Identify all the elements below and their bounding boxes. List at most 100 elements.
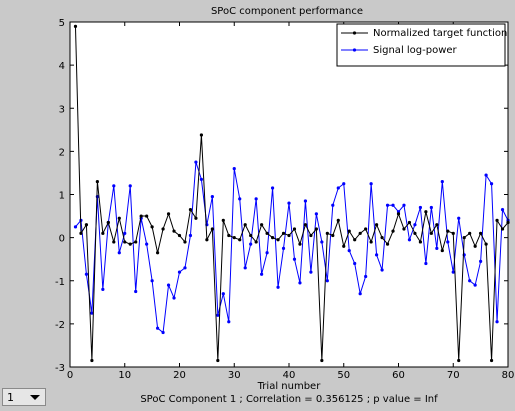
data-point (435, 223, 439, 227)
data-point (216, 313, 220, 317)
data-point (84, 223, 89, 227)
data-point (177, 270, 182, 274)
data-point (347, 229, 351, 233)
data-point (435, 246, 439, 251)
y-tick-label: 0 (59, 234, 65, 245)
plot-area (70, 22, 508, 367)
data-point (446, 229, 450, 233)
data-point (375, 253, 379, 257)
data-point (249, 242, 253, 246)
data-point (177, 233, 182, 238)
data-point (128, 184, 132, 188)
legend-marker-power (352, 48, 357, 52)
data-point (281, 231, 286, 235)
data-point (424, 210, 428, 214)
data-point (429, 231, 433, 235)
data-point (314, 212, 318, 216)
data-point (73, 225, 78, 229)
y-tick-label: 5 (59, 18, 65, 29)
data-point (238, 238, 242, 242)
data-point (369, 240, 373, 244)
data-point (150, 279, 154, 283)
data-point (156, 326, 160, 330)
data-point (183, 266, 187, 270)
data-point (194, 216, 198, 220)
data-point (260, 223, 264, 227)
data-point (457, 216, 461, 220)
series-1 (73, 160, 510, 335)
data-point (364, 274, 368, 279)
data-point (309, 270, 313, 274)
data-point (249, 233, 253, 238)
chevron-down-icon[interactable] (30, 395, 40, 400)
data-point (451, 231, 455, 235)
data-point (265, 251, 269, 255)
data-point (101, 231, 105, 235)
data-point (347, 248, 351, 253)
data-point (270, 236, 275, 240)
data-point (314, 227, 318, 231)
x-tick-label: 50 (337, 370, 350, 381)
data-point (484, 173, 488, 177)
data-point (484, 242, 488, 246)
data-point (243, 266, 247, 270)
data-point (479, 259, 483, 263)
data-point (117, 251, 121, 255)
data-point (331, 203, 335, 207)
data-point (90, 311, 94, 315)
data-point (489, 182, 494, 186)
data-point (418, 240, 422, 244)
x-tick-label: 70 (447, 370, 460, 381)
data-point (232, 236, 236, 240)
data-point (156, 251, 160, 255)
data-point (495, 218, 499, 222)
data-point (451, 270, 455, 274)
data-point (145, 242, 149, 246)
chart-title: SPoC component performance (211, 6, 363, 17)
plot-frame (69, 21, 509, 368)
y-tick-label: -3 (55, 363, 65, 374)
x-axis-label: Trial number (257, 381, 322, 392)
data-point (150, 225, 154, 229)
data-point (396, 212, 401, 216)
data-point (95, 179, 99, 184)
data-point (325, 279, 329, 283)
data-point (358, 231, 362, 235)
data-point (375, 223, 379, 227)
data-point (500, 207, 505, 212)
legend-label-power: Signal log-power (373, 45, 458, 56)
series-line (75, 162, 509, 334)
data-point (336, 218, 340, 222)
data-point (325, 231, 329, 235)
y-tick-label: 3 (59, 104, 65, 115)
data-point (358, 292, 362, 296)
data-point (205, 238, 209, 242)
data-point (380, 268, 384, 272)
data-point (402, 227, 406, 231)
data-point (342, 244, 346, 248)
data-point (199, 133, 203, 137)
data-point (73, 24, 78, 28)
data-point (161, 227, 165, 231)
data-point (172, 229, 176, 233)
data-point (473, 244, 477, 248)
data-point (407, 220, 412, 225)
data-point (227, 320, 231, 324)
data-point (385, 242, 390, 246)
data-point (243, 223, 247, 227)
data-point (369, 182, 373, 186)
data-point (380, 236, 384, 240)
series-layer (73, 24, 510, 363)
x-tick-label: 20 (173, 370, 186, 381)
data-point (473, 283, 477, 287)
data-point (287, 201, 291, 205)
data-point (199, 177, 203, 182)
data-point (166, 283, 171, 287)
data-point (287, 233, 291, 238)
data-point (413, 231, 417, 235)
legend-marker-target (352, 31, 357, 35)
y-tick-label: -1 (55, 277, 65, 288)
component-select-value: 1 (7, 391, 14, 404)
data-point (216, 358, 220, 363)
component-select[interactable]: 1 (2, 388, 46, 406)
